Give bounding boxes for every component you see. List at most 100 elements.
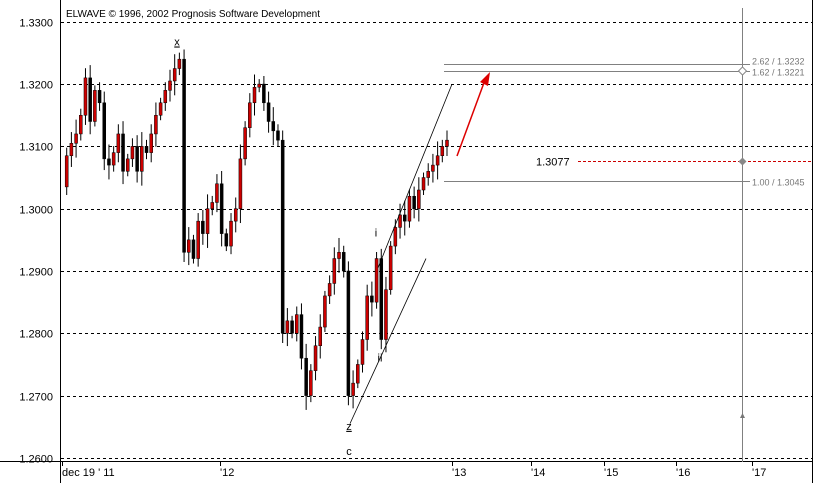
- projection-arrow-head: [480, 72, 490, 86]
- candle-body: [243, 127, 247, 160]
- current-price-marker: [738, 157, 747, 166]
- fib-level-label: 1.62 / 1.3221: [752, 68, 805, 78]
- candle-body: [107, 158, 111, 166]
- candle-body: [431, 164, 435, 172]
- candle-body: [323, 295, 327, 328]
- wave-label: x: [174, 36, 180, 48]
- candle-body: [97, 90, 102, 104]
- candle-body: [233, 208, 238, 222]
- candle-body: [346, 270, 351, 396]
- wave-label: c: [346, 446, 352, 458]
- candle-body: [177, 58, 182, 69]
- y-tick-label: 1.2900: [19, 267, 53, 279]
- y-tick-label: 1.3000: [19, 205, 53, 217]
- wave-label: ii: [378, 352, 383, 364]
- candle-body: [69, 143, 74, 156]
- candle-body: [262, 83, 266, 104]
- candle-body: [79, 115, 83, 135]
- candle-body: [384, 289, 388, 340]
- candle-body: [205, 208, 210, 234]
- candle-body: [407, 195, 412, 222]
- candlestick-series: [64, 49, 449, 410]
- candle-body: [341, 252, 346, 272]
- candle-body: [421, 177, 426, 191]
- candle-body: [440, 146, 445, 156]
- candle-body: [182, 58, 186, 253]
- current-price-label: 1.3077: [536, 157, 570, 169]
- candle-body: [111, 152, 116, 166]
- candle-body: [393, 227, 398, 247]
- candle-body: [116, 133, 121, 153]
- x-tick-label: '12: [220, 467, 234, 479]
- candle-body: [370, 295, 374, 303]
- candle-body: [149, 133, 153, 153]
- wave-label: i: [375, 228, 377, 240]
- candle-body: [332, 258, 337, 284]
- channel-lower-line: [349, 258, 427, 424]
- y-tick-label: 1.3100: [19, 142, 53, 154]
- candle-body: [290, 320, 294, 334]
- candle-body: [187, 239, 191, 253]
- candle-body: [271, 121, 276, 132]
- fib-level-label: 1.00 / 1.3045: [752, 178, 805, 188]
- candle-body: [388, 245, 393, 290]
- target-marker: [737, 66, 748, 76]
- candle-body: [163, 90, 168, 104]
- projection-arrow-line: [456, 79, 486, 157]
- candle-body: [365, 295, 369, 340]
- candle-body: [93, 90, 97, 122]
- candle-body: [210, 202, 214, 209]
- candle-body: [172, 68, 177, 82]
- candle-body: [88, 77, 92, 122]
- scroll-up-icon[interactable]: [740, 413, 745, 418]
- candle-body: [102, 102, 107, 160]
- candle-body: [304, 357, 308, 396]
- candle-body: [248, 102, 252, 128]
- chart-title: ELWAVE © 1996, 2002 Prognosis Software D…: [66, 9, 320, 20]
- candle-body: [158, 102, 163, 116]
- x-tick-label: '17: [752, 467, 766, 479]
- candle-body: [215, 183, 219, 203]
- candle-body: [130, 146, 135, 160]
- candle-body: [412, 195, 416, 209]
- candle-body: [266, 102, 271, 122]
- candle-body: [191, 239, 196, 259]
- candle-body: [360, 339, 365, 365]
- grid-layer: [61, 22, 812, 459]
- candle-body: [74, 133, 78, 144]
- y-tick-label: 1.2800: [19, 329, 53, 341]
- candle-body: [374, 258, 379, 303]
- candle-body: [327, 283, 332, 297]
- x-tick-label: '14: [531, 467, 545, 479]
- y-tick-label: 1.3300: [19, 18, 53, 30]
- candle-body: [252, 86, 257, 104]
- candle-body: [351, 382, 355, 396]
- candle-body: [318, 326, 322, 347]
- candle-body: [196, 220, 200, 259]
- candle-body: [435, 155, 440, 166]
- x-tick-labels: dec 19 ' 11 '12 '13 '14 '15 '16 '17: [62, 461, 766, 479]
- candle-body: [201, 220, 205, 234]
- candle-body: [299, 314, 304, 359]
- candle-body: [144, 146, 149, 153]
- trend-channel: [349, 72, 490, 424]
- candle-body: [356, 364, 360, 384]
- candle-body: [257, 83, 261, 88]
- candle-body: [285, 320, 290, 334]
- y-tick-label: 1.2600: [19, 454, 53, 466]
- candle-body: [337, 252, 341, 259]
- candle-body: [402, 214, 407, 222]
- candle-body: [309, 370, 313, 396]
- candle-body: [154, 115, 158, 135]
- candle-body: [417, 189, 421, 209]
- candle-body: [295, 314, 299, 334]
- candle-body: [121, 133, 125, 172]
- candle-body: [445, 139, 449, 147]
- fib-level-label: 2.62 / 1.3232: [752, 57, 805, 67]
- candle-body: [168, 80, 172, 91]
- channel-upper-line: [377, 83, 453, 269]
